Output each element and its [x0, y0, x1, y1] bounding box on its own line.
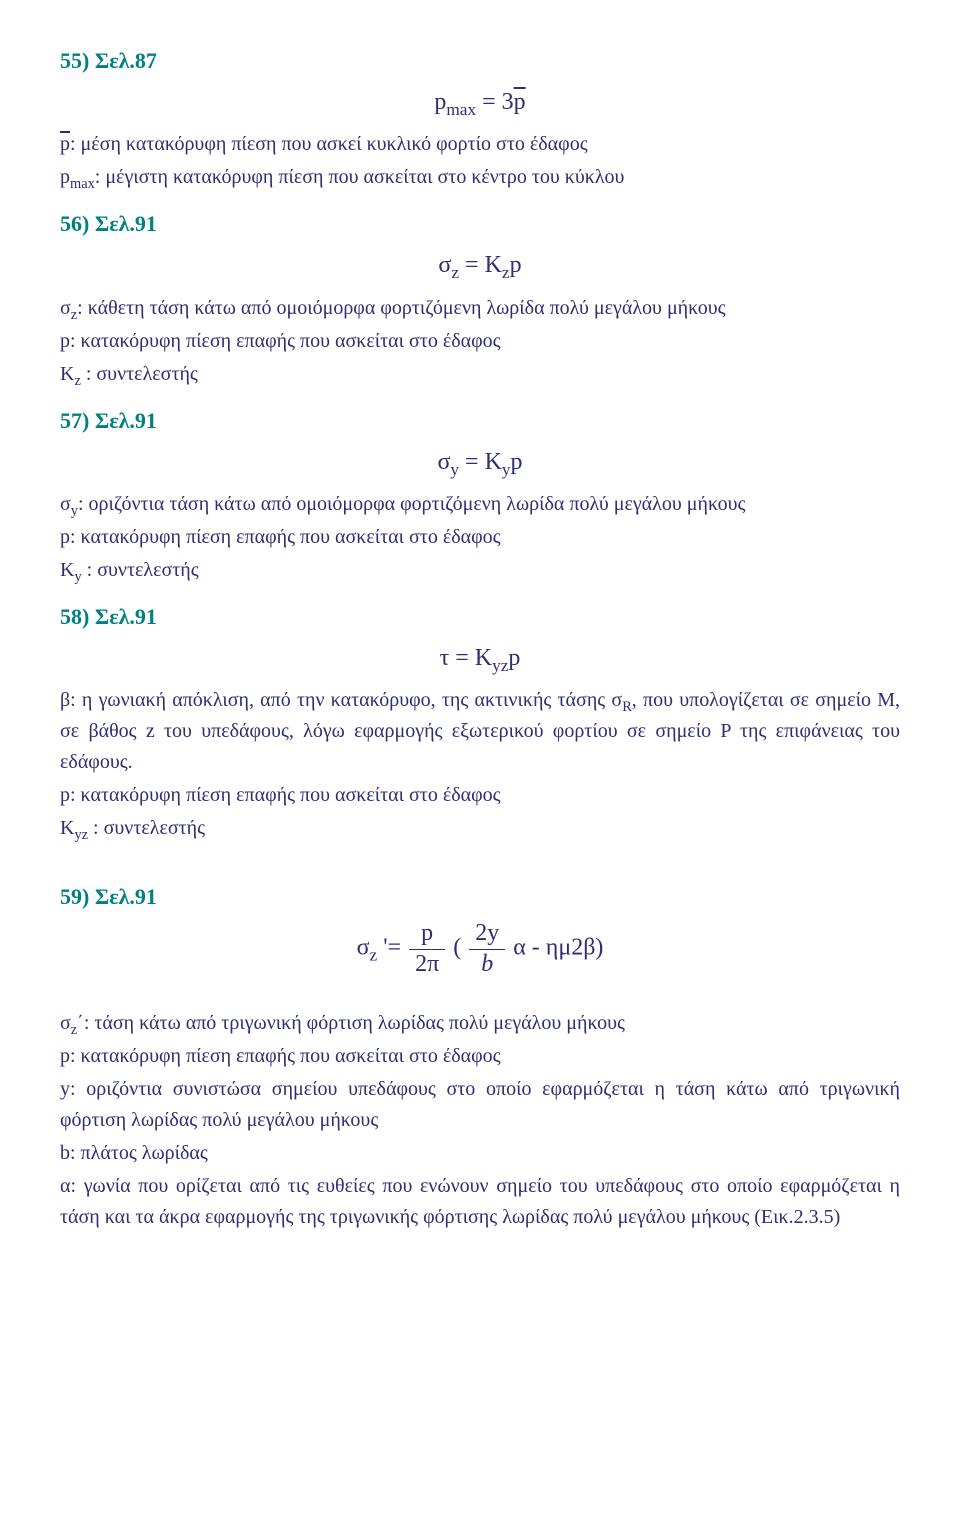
definition-line: α: γωνία που ορίζεται από τις ευθείες πο… [60, 1171, 900, 1233]
denominator: 2π [409, 950, 445, 979]
text: = K [459, 252, 502, 278]
text: p [510, 252, 522, 278]
formula-55: pmax = 3p [60, 84, 900, 121]
text: σ [437, 449, 450, 475]
text: yz [492, 656, 508, 675]
text: max [446, 100, 476, 119]
text: p [60, 133, 70, 155]
fraction: p 2π [409, 920, 445, 978]
text: : οριζόντια τάση κάτω από ομοιόμορφα φορ… [78, 493, 745, 515]
formula-57: σy = Kyp [60, 444, 900, 481]
definition-line: p: κατακόρυφη πίεση επαφής που ασκείται … [60, 1041, 900, 1072]
text: ( [453, 935, 467, 961]
text: σ [60, 1012, 71, 1034]
definition-line: p: κατακόρυφη πίεση επαφής που ασκείται … [60, 522, 900, 553]
text: σ [60, 493, 71, 515]
text: τ = K [440, 645, 493, 671]
text: σ [357, 935, 370, 961]
text: : συντελεστής [81, 363, 198, 385]
text: Κ [60, 817, 74, 839]
definition-line: y: οριζόντια συνιστώσα σημείου υπεδάφους… [60, 1074, 900, 1136]
text: y [74, 569, 81, 585]
text: '= [377, 935, 407, 961]
formula-59: σz '= p 2π ( 2y b α - ημ2β) [60, 920, 900, 978]
text: : συντελεστής [88, 817, 205, 839]
text: Κ [60, 363, 74, 385]
definition-line: σz΄: τάση κάτω από τριγωνική φόρτιση λωρ… [60, 1008, 900, 1039]
definition-line: b: πλάτος λωρίδας [60, 1138, 900, 1169]
formula-56: σz = Kzp [60, 247, 900, 284]
definition-line: σy: οριζόντια τάση κάτω από ομοιόμορφα φ… [60, 489, 900, 520]
text: p [60, 166, 70, 188]
heading-57: 57) Σελ.91 [60, 404, 900, 438]
text: p [434, 89, 446, 115]
text: y [450, 459, 459, 478]
text: = 3 [476, 89, 514, 115]
definition-line: Κyz : συντελεστής [60, 813, 900, 844]
definition-line: Κy : συντελεστής [60, 555, 900, 586]
text: σ [60, 297, 71, 319]
text: y [71, 503, 78, 519]
text: : συντελεστής [82, 559, 199, 581]
heading-59: 59) Σελ.91 [60, 880, 900, 914]
text: max [70, 176, 95, 192]
text: α - ημ2β) [513, 935, 603, 961]
heading-56: 56) Σελ.91 [60, 207, 900, 241]
text: y [502, 459, 511, 478]
definition-line: p: κατακόρυφη πίεση επαφής που ασκείται … [60, 780, 900, 811]
text: : μέση κατακόρυφη πίεση που ασκεί κυκλικ… [70, 133, 588, 155]
text: = K [459, 449, 502, 475]
text: : μέγιστη κατακόρυφη πίεση που ασκείται … [95, 166, 625, 188]
text: z [451, 263, 459, 282]
text: σ [438, 252, 451, 278]
denominator: b [469, 950, 505, 979]
formula-58: τ = Kyzp [60, 640, 900, 677]
text: : κάθετη τάση κάτω από ομοιόμορφα φορτιζ… [77, 297, 725, 319]
text: p [511, 449, 523, 475]
definition-line: σz: κάθετη τάση κάτω από ομοιόμορφα φορτ… [60, 293, 900, 324]
definition-line: β: η γωνιακή απόκλιση, από την κατακόρυφ… [60, 685, 900, 778]
text: ΄: τάση κάτω από τριγωνική φόρτιση λωρίδ… [77, 1012, 625, 1034]
definition-line: Κz : συντελεστής [60, 359, 900, 390]
text: R [622, 699, 632, 715]
definition-line: p: μέση κατακόρυφη πίεση που ασκεί κυκλι… [60, 129, 900, 160]
heading-58: 58) Σελ.91 [60, 600, 900, 634]
text: p [508, 645, 520, 671]
text: Κ [60, 559, 74, 581]
definition-line: p: κατακόρυφη πίεση επαφής που ασκείται … [60, 326, 900, 357]
numerator: 2y [469, 920, 505, 950]
text: z [502, 263, 510, 282]
numerator: p [409, 920, 445, 950]
text: β: η γωνιακή απόκλιση, από την κατακόρυφ… [60, 689, 622, 711]
fraction: 2y b [469, 920, 505, 978]
heading-55: 55) Σελ.87 [60, 44, 900, 78]
text: yz [74, 827, 88, 843]
definition-line: pmax: μέγιστη κατακόρυφη πίεση που ασκεί… [60, 162, 900, 193]
text: p [514, 89, 526, 115]
